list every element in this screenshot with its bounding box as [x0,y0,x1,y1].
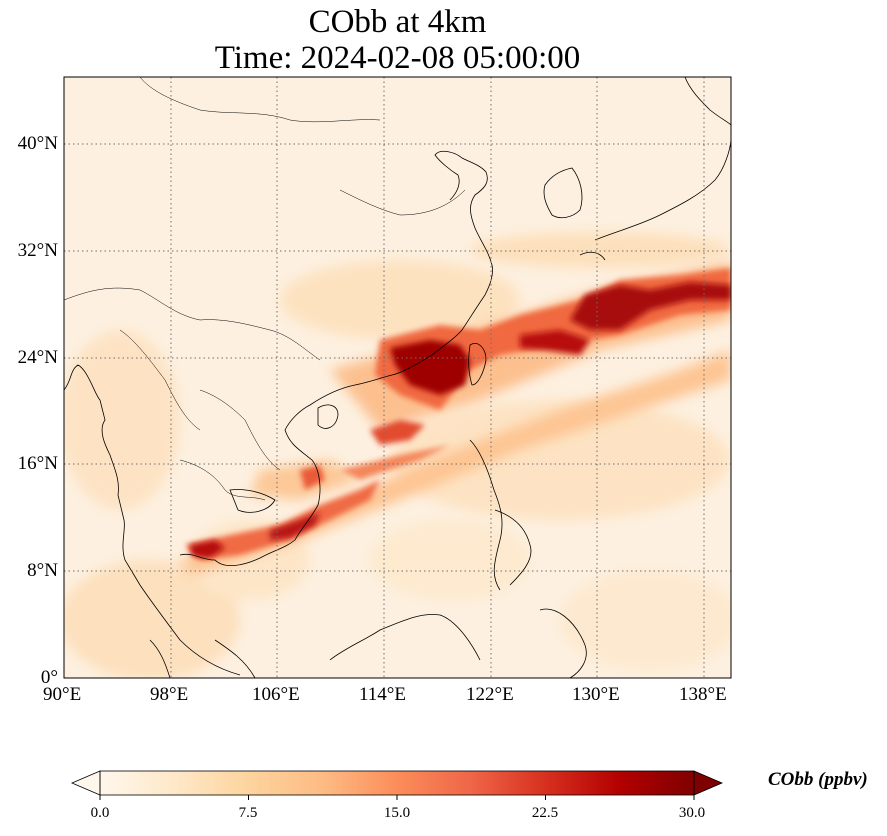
border-laos [199,389,281,471]
colorbar-extend-high [693,770,724,796]
x-tick-label: 122°E [466,684,514,705]
coastline-korea [543,167,583,219]
colorbar-tick-label: 0.0 [90,805,110,821]
map-title-line2: Time: 2024-02-08 05:00:00 [214,40,581,76]
field-plume-peak [190,282,731,558]
y-tick-label: 40°N [17,133,58,154]
border-thailand [179,459,266,501]
y-tick-label: 32°N [17,240,58,261]
coastline-japan-south [594,139,731,241]
colorbar-tick-label: 7.5 [238,805,258,821]
country-borders [64,77,466,501]
colorbar-gradient [100,771,694,795]
colorbar-tick-label: 22.5 [531,805,559,821]
coastline-borneo-east [539,608,587,678]
border-china-south [64,287,321,361]
colorbar-extend-low [70,770,101,796]
colorbar [70,770,724,800]
x-tick-label: 114°E [359,684,406,705]
field-light-patches [64,232,731,678]
x-tick-label: 90°E [43,684,82,705]
colorbar-tick-label: 30.0 [678,805,706,821]
coastline-hainan [317,404,339,429]
colorbar-label: CObb (ppbv) [768,769,868,790]
coastline-luzon [469,439,503,591]
plot-frame [63,76,732,679]
x-tick-label: 138°E [679,684,727,705]
coastline-china [179,150,493,567]
border-mongolia [139,77,381,123]
coastline-japan-north [684,77,731,126]
coastline-kyushu [579,251,606,261]
coastlines [64,77,731,678]
coastline-taiwan [468,343,487,386]
coastline-west [64,364,241,676]
y-tick-label: 8°N [27,560,58,581]
map-title-line1: CObb at 4km [308,4,487,40]
concentration-field [64,77,731,678]
coastline-visayas [494,509,532,586]
y-tick-label: 16°N [17,453,58,474]
gridlines [64,77,731,678]
border-china-north [339,189,466,216]
lake-tonle-sap [229,489,276,513]
x-tick-label: 98°E [150,684,189,705]
x-tick-label: 106°E [252,684,300,705]
coastline-malaya [214,639,256,678]
y-tick-label: 0° [40,667,58,688]
coastline-sumatra [149,639,171,678]
coastline-borneo [329,614,481,661]
x-tick-label: 130°E [572,684,620,705]
colorbar-tick-label: 15.0 [383,805,411,821]
y-tick-label: 24°N [17,347,58,368]
border-myanmar [119,329,201,431]
